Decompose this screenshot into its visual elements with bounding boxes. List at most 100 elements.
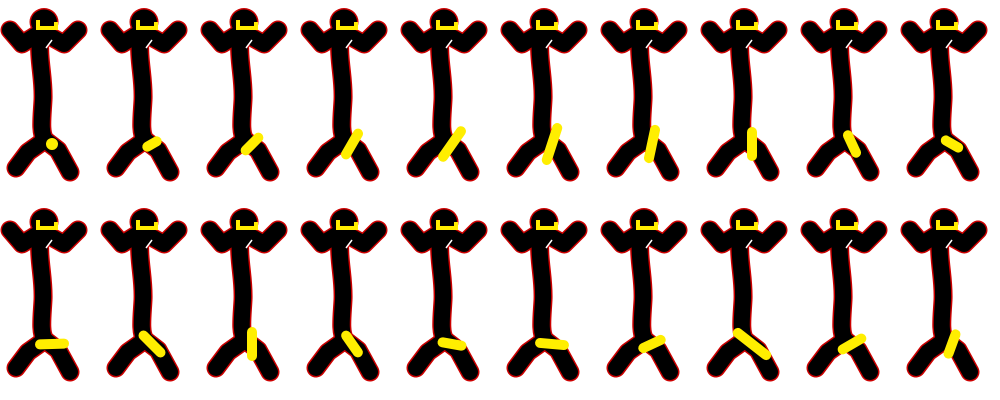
figure-right-arm-fill	[338, 222, 386, 252]
yellow-prop	[541, 123, 563, 165]
figure-body-fill	[831, 28, 853, 148]
yellow-prop	[943, 329, 961, 359]
figure-right-arm-fill	[838, 22, 886, 52]
figure-head-fill	[931, 9, 957, 35]
figure-right-arm-fill	[938, 222, 986, 252]
figure-chest-mark	[245, 239, 253, 249]
figure-right-arm-fill	[438, 22, 486, 52]
figure-head-fill	[331, 209, 357, 235]
sprite-frame	[700, 8, 788, 182]
sprite-frame	[700, 208, 788, 382]
figure-chest-mark	[845, 39, 853, 49]
figure-chest-mark	[445, 39, 453, 49]
figure-eye	[736, 220, 740, 228]
figure-body-fill	[231, 28, 253, 148]
sprite-frame	[400, 8, 488, 182]
yellow-prop	[341, 330, 363, 358]
figure-right-arm-fill	[738, 222, 786, 252]
figure-eye	[636, 20, 640, 28]
figure-mouth	[436, 222, 458, 230]
figure-right-arm-fill	[38, 222, 86, 252]
figure-right-arm-fill	[438, 222, 486, 252]
yellow-prop	[46, 138, 58, 150]
sprite-frame	[500, 208, 588, 382]
figure-chest-mark	[45, 39, 53, 49]
figure-right-arm-fill	[238, 22, 286, 52]
yellow-prop	[438, 126, 466, 162]
figure-head-fill	[631, 209, 657, 235]
figure-chest-mark	[745, 239, 753, 249]
figure-mouth	[136, 22, 158, 30]
sprite-frame	[900, 8, 988, 182]
figure-head-fill	[31, 209, 57, 235]
figure-chest-mark	[945, 239, 953, 249]
figure-head-fill	[831, 9, 857, 35]
figure-chest-mark	[745, 39, 753, 49]
sprite-frame	[300, 8, 388, 182]
figure-chest-mark	[345, 39, 353, 49]
figure-mouth	[936, 222, 958, 230]
figure-head-fill	[31, 9, 57, 35]
figure-body-fill	[131, 28, 153, 148]
yellow-prop	[638, 334, 666, 354]
figure-body-fill	[131, 228, 153, 348]
sprite-frame	[300, 208, 388, 382]
figure-eye	[936, 20, 940, 28]
figure-head-fill	[131, 9, 157, 35]
figure-body-fill	[331, 28, 353, 148]
figure-head-fill	[531, 9, 557, 35]
sprite-frame	[800, 208, 888, 382]
figure-body-fill	[431, 228, 453, 348]
sprite-frame	[600, 208, 688, 382]
figure-eye	[136, 20, 140, 28]
figure-eye	[36, 220, 40, 228]
figure-body-fill	[531, 228, 553, 348]
figure-right-arm-fill	[738, 22, 786, 52]
figure-mouth	[36, 22, 58, 30]
figure-mouth	[636, 222, 658, 230]
yellow-prop	[35, 338, 69, 350]
figure-head-fill	[631, 9, 657, 35]
figure-mouth	[736, 222, 758, 230]
figure-eye	[836, 20, 840, 28]
yellow-prop	[732, 327, 772, 361]
figure-head-fill	[231, 9, 257, 35]
yellow-prop	[437, 337, 467, 351]
figure-mouth	[236, 22, 258, 30]
sprite-frames	[0, 8, 988, 382]
figure-head-fill	[431, 209, 457, 235]
figure-head-fill	[931, 209, 957, 235]
figure-right-arm-fill	[938, 22, 986, 52]
yellow-prop	[535, 337, 569, 351]
yellow-prop	[837, 333, 867, 355]
yellow-prop	[842, 130, 862, 158]
figure-body-fill	[31, 28, 53, 148]
figure-mouth	[536, 22, 558, 30]
figure-mouth	[536, 222, 558, 230]
figure-mouth	[236, 222, 258, 230]
sprite-frame	[100, 8, 188, 182]
figure-eye	[336, 220, 340, 228]
yellow-prop	[341, 128, 363, 160]
figure-eye	[536, 220, 540, 228]
yellow-prop	[644, 124, 660, 164]
figure-chest-mark	[545, 39, 553, 49]
figure-chest-mark	[245, 39, 253, 49]
figure-body-fill	[531, 28, 553, 148]
figure-eye	[536, 20, 540, 28]
figure-eye	[936, 220, 940, 228]
figure-head-fill	[731, 9, 757, 35]
sprite-frame	[800, 8, 888, 182]
figure-chest-mark	[545, 239, 553, 249]
figure-mouth	[936, 22, 958, 30]
sprite-frame	[200, 208, 288, 382]
figure-body-fill	[831, 228, 853, 348]
figure-head-fill	[231, 209, 257, 235]
figure-mouth	[336, 222, 358, 230]
figure-body-fill	[731, 228, 753, 348]
figure-head-fill	[731, 209, 757, 235]
figure-eye	[736, 20, 740, 28]
figure-eye	[436, 220, 440, 228]
sprite-frame	[600, 8, 688, 182]
figure-mouth	[636, 22, 658, 30]
